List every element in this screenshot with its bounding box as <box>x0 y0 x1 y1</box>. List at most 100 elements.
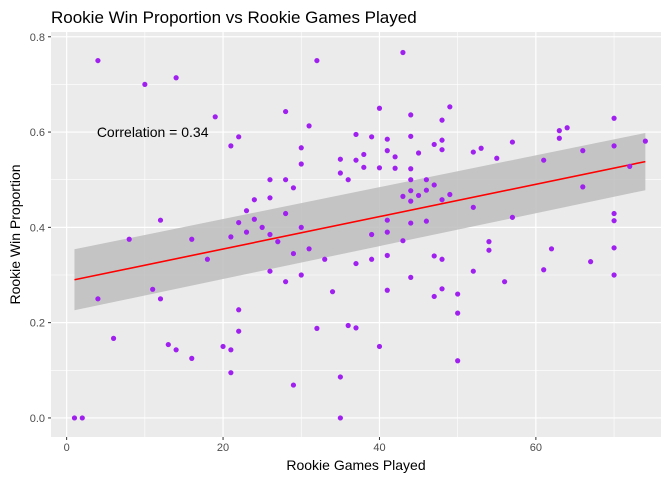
data-point <box>189 355 195 361</box>
data-point <box>71 415 78 421</box>
data-point <box>408 166 414 172</box>
data-point <box>408 112 414 118</box>
data-point <box>455 358 461 364</box>
data-point <box>408 220 414 226</box>
data-point <box>157 296 164 302</box>
data-point <box>400 49 406 56</box>
correlation-annotation: Correlation = 0.34 <box>97 124 209 140</box>
points-layer <box>71 49 648 421</box>
y-axis-ticks: 0.0 0.2 0.4 0.6 0.8 <box>30 32 51 425</box>
data-point <box>204 256 211 262</box>
y-tick-label: 0.0 <box>30 413 45 425</box>
data-point <box>369 231 375 238</box>
data-point <box>611 143 617 149</box>
x-axis-title: Rookie Games Played <box>286 457 425 473</box>
data-point <box>470 268 476 274</box>
data-point <box>243 208 250 214</box>
data-point <box>337 156 343 162</box>
data-point <box>423 218 429 224</box>
x-tick-label: 0 <box>64 442 70 454</box>
data-point <box>408 198 414 204</box>
data-point <box>345 177 351 183</box>
data-point <box>588 259 594 265</box>
data-point <box>228 234 234 240</box>
data-point <box>337 374 343 380</box>
data-point <box>439 256 445 262</box>
data-point <box>290 382 297 388</box>
chart-title: Rookie Win Proportion vs Rookie Games Pl… <box>51 8 417 27</box>
data-point <box>150 286 156 292</box>
data-point <box>361 164 367 170</box>
data-point <box>470 204 476 210</box>
data-point <box>439 137 445 143</box>
data-point <box>392 165 398 171</box>
data-point <box>580 148 586 154</box>
fit-line <box>74 160 646 281</box>
data-point <box>439 117 445 123</box>
data-point <box>455 291 461 297</box>
y-axis-title: Rookie Win Proportion <box>7 164 23 304</box>
data-point <box>384 217 390 223</box>
y-tick-label: 0.6 <box>30 127 45 139</box>
data-point <box>212 114 218 120</box>
data-point <box>447 191 453 198</box>
data-point <box>251 216 257 222</box>
data-point <box>470 149 476 155</box>
data-point <box>267 177 273 183</box>
data-point <box>353 157 359 163</box>
data-point <box>501 279 508 285</box>
data-point <box>236 307 242 313</box>
data-point <box>314 57 320 64</box>
data-point <box>548 246 555 252</box>
data-point <box>408 188 414 194</box>
data-point <box>275 239 281 245</box>
data-point <box>384 287 390 293</box>
data-point <box>541 267 547 273</box>
confidence-band-layer <box>74 133 646 311</box>
data-point <box>173 347 179 353</box>
data-point <box>384 252 390 259</box>
data-point <box>408 274 414 280</box>
data-point <box>306 246 312 252</box>
data-point <box>228 370 234 376</box>
data-point <box>415 150 422 156</box>
data-point <box>455 310 461 316</box>
data-point <box>423 177 429 183</box>
data-point <box>384 136 390 142</box>
data-point <box>95 296 101 302</box>
data-point <box>283 279 289 285</box>
data-point <box>126 236 132 242</box>
data-point <box>556 128 562 134</box>
data-point <box>361 151 367 158</box>
data-point <box>556 135 562 141</box>
data-point <box>165 341 171 348</box>
data-point <box>611 218 617 224</box>
data-point <box>509 214 516 220</box>
data-point <box>322 256 328 262</box>
data-point <box>236 219 242 226</box>
data-point <box>283 108 289 115</box>
data-point <box>345 322 351 329</box>
data-point <box>611 272 617 278</box>
data-point <box>408 133 414 139</box>
x-tick-label: 60 <box>530 442 542 454</box>
data-point <box>220 343 226 350</box>
y-tick-label: 0.8 <box>30 32 45 44</box>
data-point <box>236 134 242 140</box>
x-tick-label: 20 <box>217 442 229 454</box>
data-point <box>439 147 445 153</box>
fit-line-layer <box>74 160 646 281</box>
data-point <box>228 143 234 149</box>
data-point <box>642 138 648 144</box>
confidence-band <box>74 133 646 311</box>
data-point <box>384 229 390 235</box>
data-point <box>369 134 375 140</box>
data-point <box>431 253 437 259</box>
x-axis-ticks: 0 20 40 60 <box>64 437 542 454</box>
data-point <box>611 245 617 251</box>
data-point <box>478 145 484 151</box>
data-point <box>509 139 516 145</box>
x-tick-label: 40 <box>373 442 385 454</box>
data-point <box>298 161 304 167</box>
data-point <box>439 286 445 292</box>
